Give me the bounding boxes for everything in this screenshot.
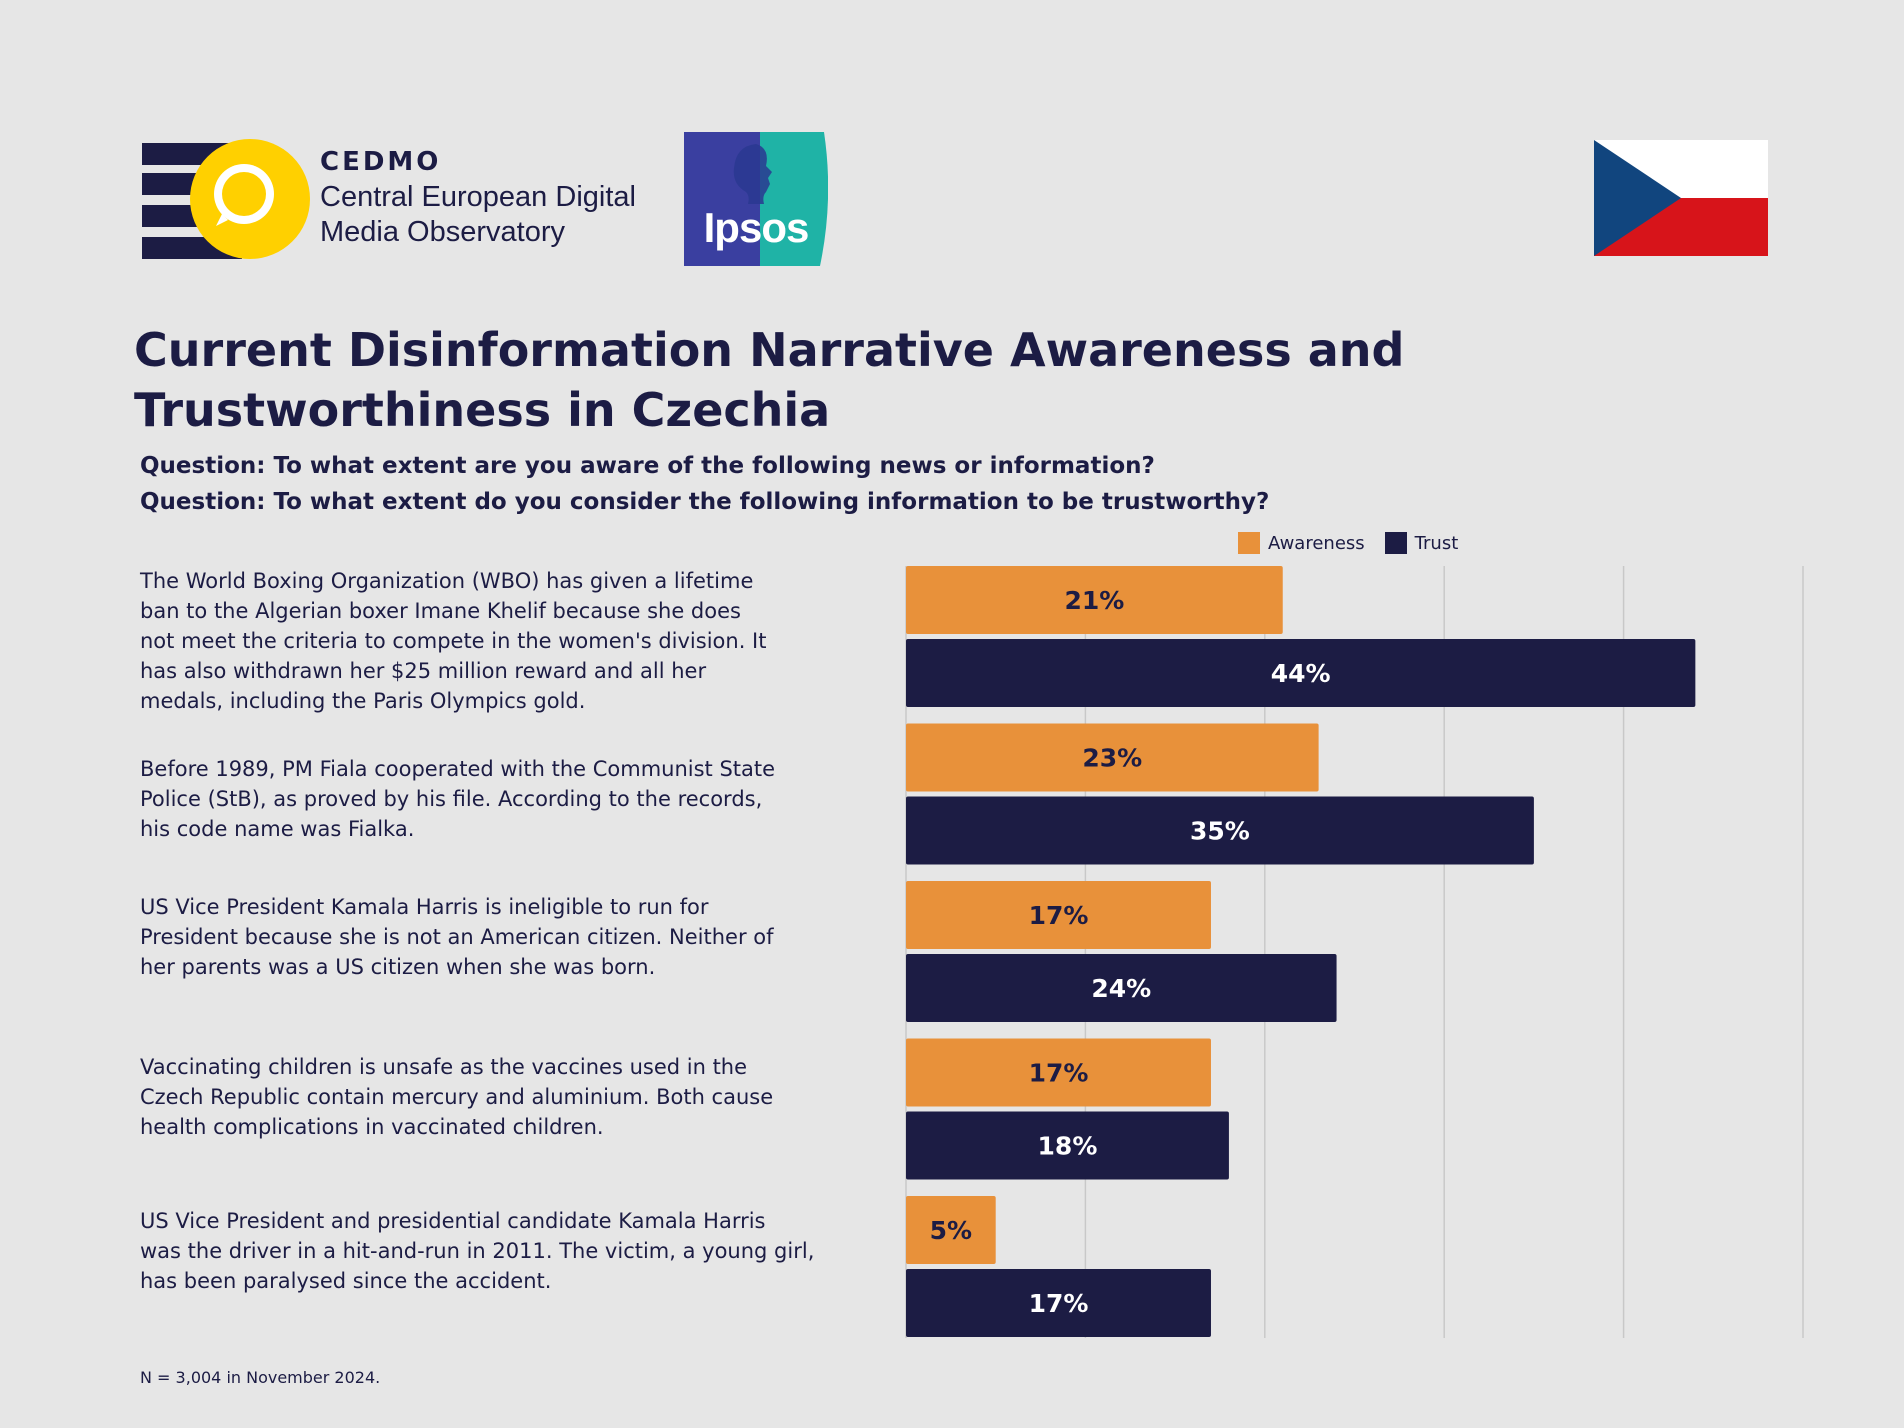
data-label-awareness-1: 21% [1064, 586, 1124, 615]
page-title: Current Disinformation Narrative Awarene… [134, 320, 1634, 440]
bar-awareness-2 [906, 723, 1319, 792]
data-label-awareness-2: 23% [1082, 744, 1142, 773]
data-label-trust-4: 18% [1038, 1132, 1098, 1161]
narrative-line: has been paralysed since the accident. [140, 1269, 552, 1293]
ipsos-wordmark: Ipsos [703, 204, 810, 251]
narrative-text: The World Boxing Organization (WBO) has … [140, 566, 860, 716]
data-label-awareness-4: 17% [1029, 1059, 1089, 1088]
cedmo-logo: CEDMO Central European Digital Media Obs… [140, 136, 660, 266]
bar-trust-2 [906, 796, 1534, 865]
narrative-text: Vaccinating children is unsafe as the va… [140, 1052, 860, 1142]
page-title-line1: Current Disinformation Narrative Awarene… [134, 323, 1405, 377]
bar-awareness-1 [906, 566, 1283, 634]
chart-legend: Awareness Trust [1238, 531, 1478, 555]
sample-note: N = 3,004 in November 2024. [140, 1368, 381, 1387]
legend-swatch-awareness [1238, 532, 1260, 554]
narrative-line: her parents was a US citizen when she wa… [140, 955, 656, 979]
narrative-line: Police (StB), as proved by his file. Acc… [140, 787, 763, 811]
cedmo-wordmark: CEDMO Central European Digital Media Obs… [320, 146, 660, 249]
narrative-line: his code name was Fialka. [140, 817, 415, 841]
narrative-line: has also withdrawn her $25 million rewar… [140, 659, 707, 683]
cedmo-title: CEDMO [320, 147, 442, 177]
bar-awareness-4 [906, 1038, 1211, 1107]
narrative-text: Before 1989, PM Fiala cooperated with th… [140, 754, 860, 844]
cedmo-logo-mark [142, 139, 310, 259]
legend-label-trust: Trust [1414, 532, 1459, 554]
narrative-line: Czech Republic contain mercury and alumi… [140, 1085, 774, 1109]
bar-awareness-5 [906, 1196, 996, 1264]
legend-label-awareness: Awareness [1268, 532, 1365, 554]
narrative-line: ban to the Algerian boxer Imane Khelif b… [140, 599, 741, 623]
narrative-line: US Vice President and presidential candi… [140, 1209, 766, 1233]
narrative-text: US Vice President Kamala Harris is ineli… [140, 892, 860, 982]
data-label-trust-2: 35% [1190, 817, 1250, 846]
survey-questions: Question: To what extent are you aware o… [140, 448, 1540, 520]
narrative-text: US Vice President and presidential candi… [140, 1206, 860, 1296]
bar-trust-4 [906, 1111, 1229, 1180]
narrative-line: was the driver in a hit-and-run in 2011.… [140, 1239, 815, 1263]
bar-trust-3 [906, 954, 1337, 1022]
ipsos-logo: Ipsos [684, 132, 829, 266]
narrative-line: US Vice President Kamala Harris is ineli… [140, 895, 709, 919]
czech-flag [1594, 140, 1768, 256]
narrative-line: health complications in vaccinated child… [140, 1115, 604, 1139]
cedmo-subtitle-line2: Media Observatory [320, 215, 565, 248]
question-trust: Question: To what extent do you consider… [140, 489, 1270, 515]
legend-item-awareness: Awareness [1238, 532, 1365, 554]
ipsos-logo-mark [684, 132, 829, 266]
narrative-line: President because she is not an American… [140, 925, 774, 949]
narrative-line: Before 1989, PM Fiala cooperated with th… [140, 757, 776, 781]
narrative-line: not meet the criteria to compete in the … [140, 629, 767, 653]
data-label-awareness-5: 5% [930, 1216, 972, 1245]
data-label-trust-3: 24% [1091, 974, 1151, 1003]
bar-awareness-3 [906, 881, 1211, 949]
legend-item-trust: Trust [1384, 532, 1459, 554]
data-label-awareness-3: 17% [1029, 901, 1089, 930]
narrative-line: The World Boxing Organization (WBO) has … [140, 569, 754, 593]
page-title-line2: Trustworthiness in Czechia [134, 383, 831, 437]
cedmo-subtitle-line1: Central European Digital [320, 180, 636, 213]
data-label-trust-1: 44% [1271, 659, 1331, 688]
bar-trust-5 [906, 1269, 1211, 1337]
narrative-line: Vaccinating children is unsafe as the va… [140, 1055, 748, 1079]
question-awareness: Question: To what extent are you aware o… [140, 453, 1155, 479]
legend-swatch-trust [1384, 532, 1407, 554]
narrative-line: medals, including the Paris Olympics gol… [140, 689, 586, 713]
data-label-trust-5: 17% [1029, 1289, 1089, 1318]
bar-trust-1 [906, 639, 1696, 707]
